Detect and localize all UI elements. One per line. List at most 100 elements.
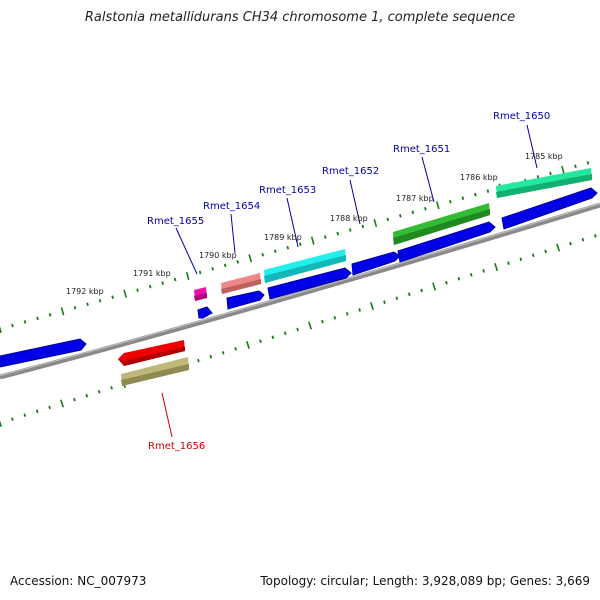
map-title: Ralstonia metallidurans CH34 chromosome … [84, 10, 516, 25]
tick-mark [386, 217, 390, 222]
tick-mark [60, 399, 64, 408]
tick-mark [432, 282, 437, 291]
leader-rmet-1653 [286, 197, 299, 248]
tick-mark [86, 302, 89, 307]
tick-mark [246, 340, 250, 350]
tick-mark [333, 315, 337, 320]
tick-label: 1786 kbp [460, 173, 498, 182]
tick-mark [161, 281, 164, 285]
tick-mark [136, 288, 139, 292]
leader-rmet-1652 [349, 179, 361, 225]
blue-genes [0, 187, 598, 368]
tick-mark [296, 327, 299, 332]
tick-mark [110, 386, 113, 390]
label-rmet-1650[interactable]: Rmet_1650 [493, 111, 550, 122]
labeled-genes [118, 168, 592, 386]
leader-rmet-1656 [161, 392, 173, 438]
blue-gene[interactable] [267, 267, 352, 300]
tick-mark [173, 277, 177, 282]
tick-label: 1790 kbp [199, 251, 237, 260]
tick-label: 1791 kbp [133, 269, 171, 278]
leader-rmet-1651 [421, 156, 435, 203]
label-rmet-1652[interactable]: Rmet_1652 [322, 166, 379, 177]
tick-mark [345, 312, 349, 316]
tick-mark [111, 295, 114, 299]
blue-gene[interactable] [197, 306, 213, 319]
tick-mark [574, 164, 577, 169]
tick-mark [148, 284, 152, 289]
label-rmet-1655[interactable]: Rmet_1655 [147, 216, 204, 227]
label-rmet-1651[interactable]: Rmet_1651 [393, 144, 450, 155]
leader-rmet-1655 [175, 227, 198, 275]
gene-rmet-1653-shade [264, 255, 346, 283]
tick-mark [308, 321, 312, 330]
tick-mark [373, 218, 378, 228]
tick-label: 1789 kbp [264, 233, 302, 242]
tick-mark [298, 242, 302, 246]
tick-mark [507, 261, 510, 265]
tick-mark [97, 390, 101, 394]
tick-mark [420, 288, 423, 293]
label-rmet-1653[interactable]: Rmet_1653 [259, 185, 316, 196]
blue-gene[interactable] [0, 338, 87, 368]
tick-mark [556, 243, 561, 252]
tick-mark [474, 192, 477, 197]
tick-mark [486, 189, 490, 193]
label-rmet-1656[interactable]: Rmet_1656 [148, 441, 205, 452]
label-rmet-1654[interactable]: Rmet_1654 [203, 201, 260, 212]
tick-mark [424, 207, 427, 211]
tick-mark [361, 224, 365, 229]
tick-mark [348, 228, 352, 232]
gene-rmet-1651-shade [393, 209, 490, 245]
tick-mark [370, 301, 374, 311]
tick-mark [561, 165, 565, 175]
tick-mark [536, 175, 540, 179]
gene-rmet-1656-shade [118, 347, 185, 366]
gene-rmet-1650-shade [496, 174, 592, 198]
tick-mark [248, 254, 253, 263]
tick-mark [271, 335, 275, 340]
tick-mark [358, 308, 361, 312]
tick-mark [586, 161, 590, 165]
blue-gene[interactable] [397, 221, 496, 263]
chromosome-backbone [0, 202, 600, 380]
tick-mark [234, 347, 237, 351]
tick-labels: 1785 kbp 1786 kbp 1787 kbp 1788 kbp 1789… [66, 152, 563, 296]
tick-mark [11, 417, 14, 421]
tick-mark [544, 249, 547, 254]
gene-labels: Rmet_1650 Rmet_1651 Rmet_1652 Rmet_1653 … [147, 111, 550, 452]
tick-mark [399, 214, 402, 218]
tick-mark [457, 276, 461, 281]
tick-mark [273, 249, 277, 254]
chromosome-backbone-highlight [0, 202, 600, 377]
tick-mark [411, 210, 415, 215]
tick-mark [98, 298, 102, 303]
tick-mark [209, 354, 213, 359]
tick-mark [123, 289, 127, 298]
tick-mark [407, 292, 411, 297]
tick-mark [35, 409, 39, 414]
tick-mark [482, 269, 485, 273]
blue-gene[interactable] [351, 251, 401, 276]
leader-rmet-1654 [230, 213, 236, 254]
tick-mark [445, 280, 448, 285]
tick-mark [593, 234, 597, 238]
tick-mark [85, 393, 89, 398]
tick-mark [259, 339, 262, 343]
tick-mark [436, 201, 440, 210]
tick-mark [323, 235, 327, 239]
tick-mark [569, 241, 572, 246]
tick-mark [581, 237, 585, 242]
tick-mark [60, 307, 65, 316]
topology-text: Topology: circular; Length: 3,928,089 bp… [260, 574, 590, 588]
leader-rmet-1650 [526, 124, 538, 169]
tick-mark [549, 171, 552, 176]
tick-label: 1787 kbp [396, 194, 434, 203]
tick-mark [236, 260, 239, 264]
blue-gene[interactable] [501, 187, 598, 230]
tick-mark [185, 271, 190, 281]
tick-label: 1792 kbp [66, 287, 104, 296]
blue-gene[interactable] [226, 290, 265, 310]
